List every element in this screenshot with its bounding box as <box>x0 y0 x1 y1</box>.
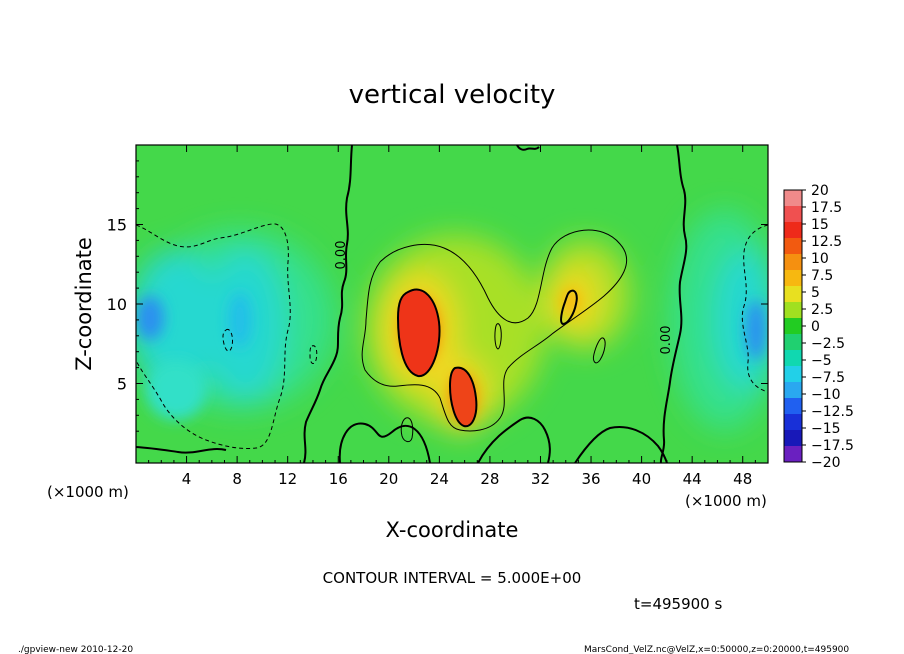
colorbar-label: 17.5 <box>811 200 842 216</box>
zero-contour-low-left <box>136 446 227 454</box>
contour-plus5-core-mid <box>448 366 478 428</box>
x-tick-label: 32 <box>531 470 550 488</box>
zero-contour-bottom-right <box>574 426 668 463</box>
x-axis: 4 8 12 16 20 24 28 32 36 40 44 48 <box>148 145 756 488</box>
colorbar-swatch <box>784 398 802 415</box>
contour-minus5-spot-b <box>222 328 233 352</box>
colorbar-label: −10 <box>811 387 841 403</box>
colorbar-swatch <box>784 286 802 303</box>
contour-small-tail <box>593 337 606 364</box>
contour-label-left: 0.00 <box>334 241 349 270</box>
contour-plus5-core-right <box>560 289 578 326</box>
colorbar-swatch <box>784 270 802 287</box>
colorbar-swatch <box>784 414 802 431</box>
contour-interval-text: CONTOUR INTERVAL = 5.000E+00 <box>323 569 582 587</box>
time-text: t=495900 s <box>634 595 722 613</box>
zero-contour-top <box>516 145 540 151</box>
x-unit-label-right: (×1000 m) <box>685 492 767 510</box>
colorbar-label: 20 <box>811 183 829 199</box>
colorbar-label: 15 <box>811 217 829 233</box>
zero-contour-bottom <box>338 422 431 463</box>
zero-contour-right <box>659 145 688 463</box>
x-tick-label: 24 <box>430 470 449 488</box>
contour-minus5-left <box>136 223 291 449</box>
y-axis-title: Z-coordinate <box>72 237 96 371</box>
colorbar-label: 10 <box>811 251 829 267</box>
colorbar-label: 5 <box>811 285 820 301</box>
colorbar-label: 2.5 <box>811 302 833 318</box>
colorbar: 2017.51512.5107.552.50−2.5−5−7.5−10−12.5… <box>783 183 854 471</box>
colorbar-label: −20 <box>811 455 841 471</box>
zero-contour-bottom-mid <box>477 416 551 463</box>
colorbar-swatch <box>784 222 802 239</box>
negative-contours <box>136 223 768 449</box>
core-26km <box>450 367 477 427</box>
x-tick-label: 12 <box>278 470 297 488</box>
contour-minus5-spot-a <box>309 345 318 364</box>
colorbar-swatch <box>784 350 802 367</box>
colorbar-label: −5 <box>811 353 832 369</box>
colorbar-label: −2.5 <box>811 336 845 352</box>
colorbar-label: −17.5 <box>811 438 854 454</box>
colorbar-label: 12.5 <box>811 234 842 250</box>
colorbar-swatch <box>784 302 802 319</box>
thin-contours <box>361 229 628 443</box>
contour-tiny <box>494 323 502 350</box>
x-tick-label: 28 <box>480 470 499 488</box>
zero-contour-left <box>303 145 353 463</box>
colorbar-swatch <box>784 190 802 207</box>
contour-small-ring <box>400 417 414 443</box>
x-tick-label: 36 <box>581 470 600 488</box>
colorbar-swatch <box>784 254 802 271</box>
zero-contours <box>136 145 688 463</box>
plot-area: 0.00 0.00 <box>136 145 768 463</box>
colorbar-swatch <box>784 334 802 351</box>
colorbar-label: 0 <box>811 319 820 335</box>
colorbar-label: −7.5 <box>811 370 845 386</box>
x-tick-label: 16 <box>329 470 348 488</box>
positive-cores <box>398 289 477 427</box>
y-tick-label: 5 <box>117 375 127 394</box>
source-text: MarsCond_VelZ.nc@VelZ,x=0:50000,z=0:2000… <box>584 645 849 654</box>
x-tick-label: 40 <box>632 470 651 488</box>
x-axis-title: X-coordinate <box>386 518 519 542</box>
colorbar-label: 7.5 <box>811 268 833 284</box>
x-tick-label: 44 <box>683 470 702 488</box>
x-unit-label-left: (×1000 m) <box>47 483 129 501</box>
chart-title: vertical velocity <box>349 80 556 110</box>
x-tick-label: 8 <box>232 470 242 488</box>
y-tick-label: 10 <box>107 295 127 314</box>
colorbar-label: −12.5 <box>811 404 854 420</box>
colorbar-swatch <box>784 238 802 255</box>
x-tick-label: 48 <box>733 470 752 488</box>
core-22km <box>398 289 440 377</box>
program-text: ./gpview-new 2010-12-20 <box>18 645 133 654</box>
contour-minus5-right <box>741 224 768 393</box>
x-tick-label: 4 <box>182 470 192 488</box>
colorbar-swatch <box>784 206 802 223</box>
contour-label-right: 0.00 <box>659 326 674 355</box>
y-tick-label: 15 <box>107 216 127 235</box>
colorbar-swatch <box>784 446 802 463</box>
x-tick-label: 20 <box>379 470 398 488</box>
colorbar-swatch <box>784 382 802 399</box>
y-axis: 5 10 15 <box>107 160 768 448</box>
contour-positive-envelope <box>361 229 628 432</box>
colorbar-label: −15 <box>811 421 841 437</box>
colorbar-swatch <box>784 430 802 447</box>
colorbar-swatch <box>784 318 802 335</box>
colorbar-swatch <box>784 366 802 383</box>
contour-plus5-core-left <box>396 288 441 377</box>
